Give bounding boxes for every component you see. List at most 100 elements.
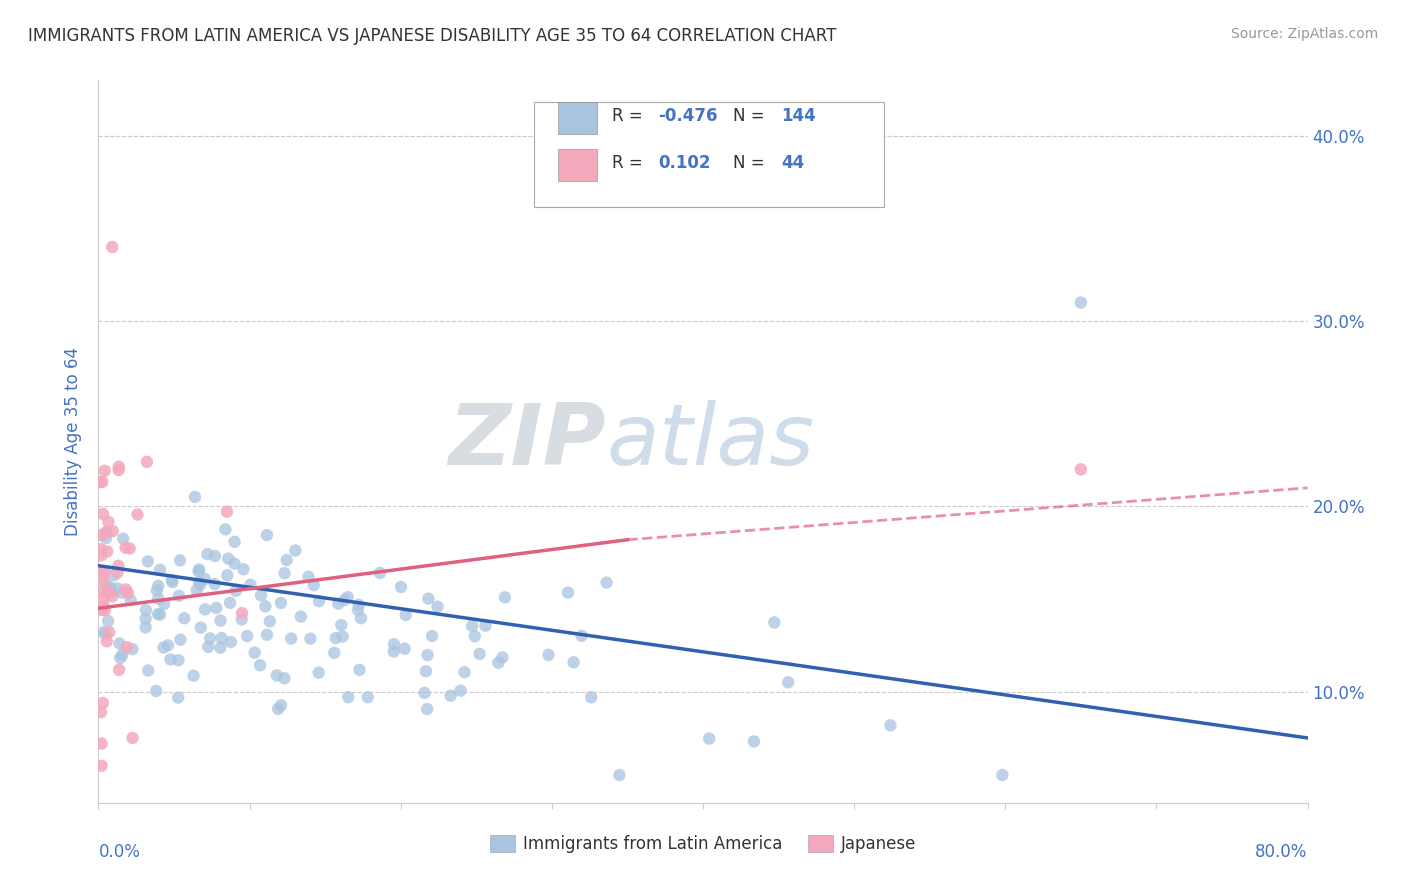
Point xyxy=(333,593,356,607)
Point xyxy=(420,629,443,643)
Point xyxy=(219,596,242,610)
Point xyxy=(337,690,360,705)
Point xyxy=(389,580,412,594)
Point xyxy=(90,528,112,542)
Point xyxy=(557,585,579,599)
Text: R =: R = xyxy=(613,107,648,126)
Point xyxy=(90,737,112,751)
Point xyxy=(273,566,295,581)
Point xyxy=(108,663,131,677)
Point xyxy=(118,541,141,556)
Point xyxy=(395,607,418,622)
Point xyxy=(145,684,167,698)
Point xyxy=(90,542,112,557)
Point xyxy=(148,591,170,606)
Point xyxy=(149,607,172,622)
Point xyxy=(394,641,416,656)
Point xyxy=(101,240,124,254)
Point xyxy=(350,611,373,625)
Point xyxy=(107,463,129,477)
Point xyxy=(93,591,115,606)
Point xyxy=(135,620,157,634)
Point xyxy=(486,656,509,670)
Text: 144: 144 xyxy=(782,107,817,126)
Point xyxy=(461,619,484,633)
Point xyxy=(217,551,239,566)
Point xyxy=(225,583,247,598)
Point xyxy=(195,547,218,561)
Point xyxy=(224,557,246,571)
Point xyxy=(98,625,121,640)
Point xyxy=(215,505,238,519)
Point xyxy=(276,553,298,567)
Point xyxy=(114,582,136,597)
Point xyxy=(323,646,346,660)
Point xyxy=(204,549,226,563)
Point xyxy=(169,553,191,567)
Point xyxy=(217,568,239,582)
Point xyxy=(426,599,449,614)
Point xyxy=(197,640,219,654)
Point xyxy=(249,658,271,673)
Point xyxy=(474,618,496,632)
Point xyxy=(250,588,273,602)
Point xyxy=(464,629,486,643)
Text: Source: ZipAtlas.com: Source: ZipAtlas.com xyxy=(1230,27,1378,41)
Point xyxy=(94,577,117,591)
Point xyxy=(94,565,117,579)
Text: IMMIGRANTS FROM LATIN AMERICA VS JAPANESE DISABILITY AGE 35 TO 64 CORRELATION CH: IMMIGRANTS FROM LATIN AMERICA VS JAPANES… xyxy=(28,27,837,45)
Y-axis label: Disability Age 35 to 64: Disability Age 35 to 64 xyxy=(65,347,83,536)
Point xyxy=(93,464,115,478)
Point xyxy=(186,582,208,597)
Point xyxy=(194,602,217,616)
Point xyxy=(136,664,159,678)
Point xyxy=(89,475,111,490)
Point xyxy=(328,597,350,611)
Point xyxy=(357,690,380,705)
Point xyxy=(256,528,278,542)
Legend: Immigrants from Latin America, Japanese: Immigrants from Latin America, Japanese xyxy=(484,828,922,860)
Point xyxy=(94,603,117,617)
Point xyxy=(162,575,184,590)
Point xyxy=(330,618,353,632)
Point xyxy=(149,563,172,577)
Point xyxy=(697,731,720,746)
Point xyxy=(209,640,232,655)
Point xyxy=(120,593,142,607)
Point xyxy=(90,549,112,563)
Point xyxy=(98,580,121,594)
Point xyxy=(204,577,226,591)
Point xyxy=(494,591,516,605)
FancyBboxPatch shape xyxy=(534,102,884,207)
Point xyxy=(416,702,439,716)
Point xyxy=(581,690,603,705)
Point xyxy=(595,575,617,590)
Point xyxy=(110,651,132,665)
Text: atlas: atlas xyxy=(606,400,814,483)
Point xyxy=(284,543,307,558)
Point xyxy=(115,640,138,655)
Point xyxy=(302,578,325,592)
Point xyxy=(266,668,288,682)
Point xyxy=(491,650,513,665)
Point xyxy=(111,648,134,662)
Point xyxy=(325,631,347,645)
Point xyxy=(273,671,295,685)
Point xyxy=(136,554,159,568)
Point xyxy=(101,590,124,604)
Point xyxy=(418,591,440,606)
Point xyxy=(214,522,236,536)
Point xyxy=(93,625,115,640)
Point xyxy=(609,768,631,782)
Point xyxy=(159,652,181,666)
Point xyxy=(97,583,120,598)
Point xyxy=(183,669,205,683)
Point xyxy=(763,615,786,630)
Point xyxy=(135,612,157,626)
Point xyxy=(450,683,472,698)
Point xyxy=(94,525,117,540)
Point xyxy=(256,628,278,642)
Point xyxy=(991,768,1014,782)
Point xyxy=(270,596,292,610)
Text: N =: N = xyxy=(734,154,770,172)
